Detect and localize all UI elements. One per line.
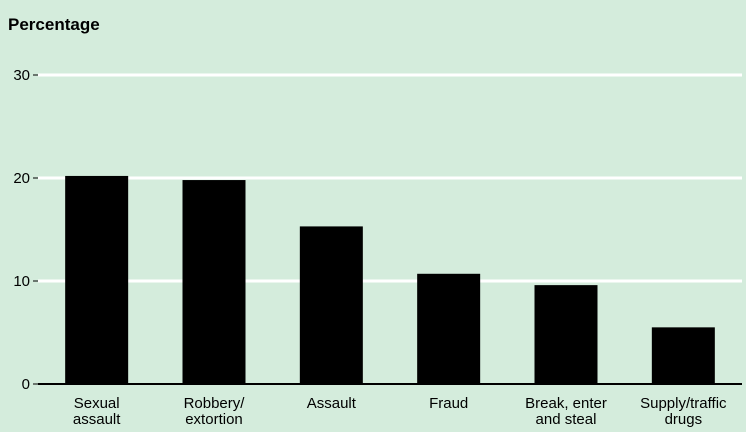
bar-5 (651, 327, 715, 384)
category-label-1-line-0: Robbery/ (184, 395, 246, 412)
category-label-2: Assault (307, 395, 357, 412)
bar-1 (182, 180, 246, 384)
bar-3 (417, 273, 481, 384)
category-label-5: Supply/traffic drugs (640, 395, 727, 428)
bar-2 (299, 226, 363, 384)
category-label-0-line-0: Sexual (74, 395, 120, 412)
y-tick-label-20: 20 (13, 170, 30, 187)
bars (65, 175, 715, 384)
category-label-4: Break, enter and steal (525, 395, 607, 428)
y-tick-label-10: 10 (13, 273, 30, 290)
category-label-3: Fraud (429, 395, 468, 412)
bar-0 (65, 175, 129, 384)
bar-4 (534, 285, 598, 384)
category-label-4-line-1: and steal (536, 411, 597, 428)
axes (33, 74, 742, 385)
category-label-1-line-1: extortion (185, 411, 243, 428)
gridlines (38, 73, 742, 283)
y-tick-label-0: 0 (22, 376, 30, 393)
category-label-5-line-0: Supply/traffic (640, 395, 727, 412)
category-label-0-line-1: assault (73, 411, 121, 428)
category-label-4-line-0: Break, enter (525, 395, 607, 412)
y-tick-labels: 0 10 20 30 (13, 67, 30, 393)
x-category-labels: Sexual assault Robbery/extortion Assault Fra… (73, 395, 727, 428)
category-label-0: Sexual assault (73, 395, 121, 428)
y-axis-title: Percentage (8, 15, 100, 34)
category-label-2-line-0: Assault (307, 395, 357, 412)
category-label-3-line-0: Fraud (429, 395, 468, 412)
category-label-1: Robbery/extortion (184, 395, 246, 428)
y-tick-label-30: 30 (13, 67, 30, 84)
category-label-5-line-1: drugs (665, 411, 703, 428)
